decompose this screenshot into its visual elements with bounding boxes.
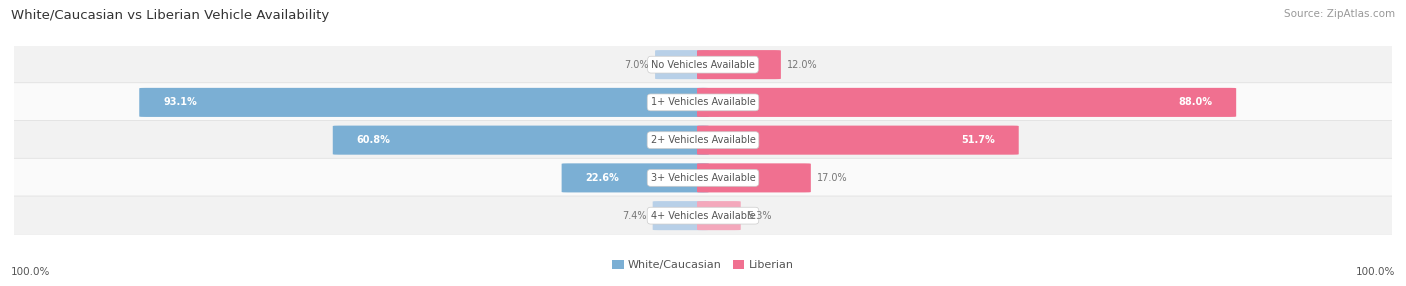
FancyBboxPatch shape bbox=[333, 126, 709, 155]
Text: 88.0%: 88.0% bbox=[1178, 98, 1212, 107]
Text: 3+ Vehicles Available: 3+ Vehicles Available bbox=[651, 173, 755, 183]
Text: 100.0%: 100.0% bbox=[1355, 267, 1395, 277]
Text: White/Caucasian vs Liberian Vehicle Availability: White/Caucasian vs Liberian Vehicle Avai… bbox=[11, 9, 329, 21]
Text: 22.6%: 22.6% bbox=[585, 173, 619, 183]
Text: 17.0%: 17.0% bbox=[817, 173, 848, 183]
Text: 4+ Vehicles Available: 4+ Vehicles Available bbox=[651, 211, 755, 221]
Text: 60.8%: 60.8% bbox=[357, 135, 391, 145]
FancyBboxPatch shape bbox=[561, 163, 709, 192]
FancyBboxPatch shape bbox=[1, 83, 1405, 122]
FancyBboxPatch shape bbox=[655, 50, 709, 79]
FancyBboxPatch shape bbox=[697, 126, 1019, 155]
Text: 5.3%: 5.3% bbox=[747, 211, 772, 221]
FancyBboxPatch shape bbox=[139, 88, 709, 117]
Legend: White/Caucasian, Liberian: White/Caucasian, Liberian bbox=[613, 260, 793, 271]
FancyBboxPatch shape bbox=[697, 163, 811, 192]
FancyBboxPatch shape bbox=[1, 45, 1405, 84]
FancyBboxPatch shape bbox=[1, 196, 1405, 235]
FancyBboxPatch shape bbox=[1, 120, 1405, 160]
FancyBboxPatch shape bbox=[697, 88, 1236, 117]
FancyBboxPatch shape bbox=[1, 158, 1405, 198]
Text: 51.7%: 51.7% bbox=[962, 135, 995, 145]
Text: 100.0%: 100.0% bbox=[11, 267, 51, 277]
Text: 93.1%: 93.1% bbox=[163, 98, 197, 107]
FancyBboxPatch shape bbox=[652, 201, 709, 230]
Text: 1+ Vehicles Available: 1+ Vehicles Available bbox=[651, 98, 755, 107]
FancyBboxPatch shape bbox=[697, 50, 780, 79]
Text: Source: ZipAtlas.com: Source: ZipAtlas.com bbox=[1284, 9, 1395, 19]
Text: 7.0%: 7.0% bbox=[624, 60, 650, 69]
FancyBboxPatch shape bbox=[697, 201, 741, 230]
Text: 2+ Vehicles Available: 2+ Vehicles Available bbox=[651, 135, 755, 145]
Text: 12.0%: 12.0% bbox=[787, 60, 817, 69]
Text: 7.4%: 7.4% bbox=[623, 211, 647, 221]
Text: No Vehicles Available: No Vehicles Available bbox=[651, 60, 755, 69]
